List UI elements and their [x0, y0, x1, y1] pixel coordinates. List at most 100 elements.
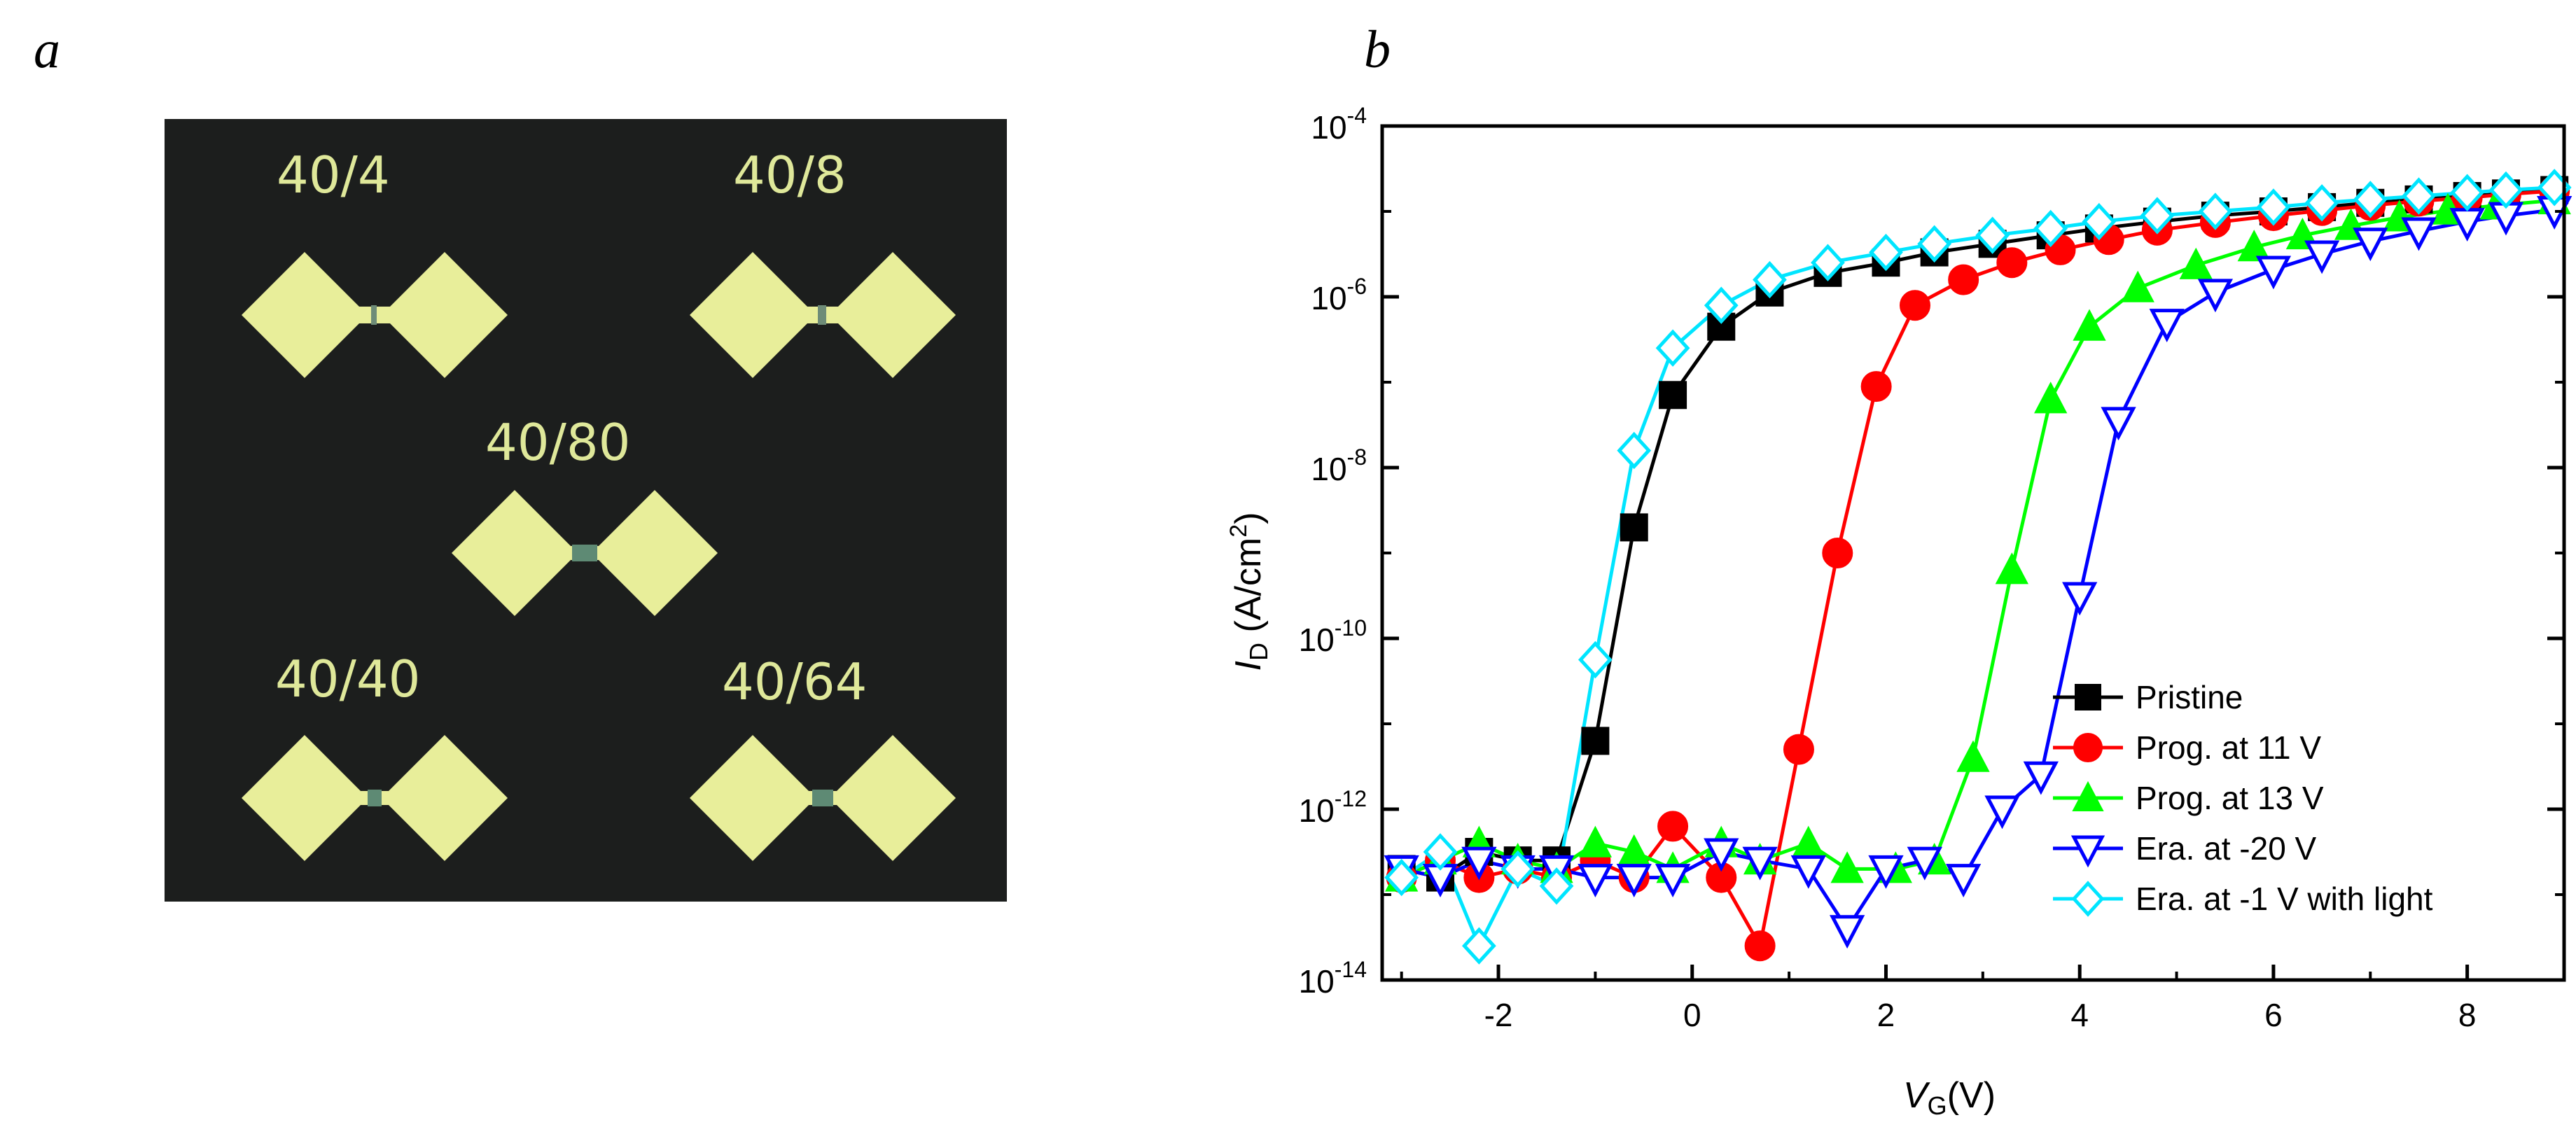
device-label: 40/4 [277, 146, 390, 204]
data-point [1868, 855, 1904, 889]
data-point [1501, 850, 1536, 888]
data-point [1783, 734, 1814, 765]
legend-entry: Prog. at 11 V [2053, 729, 2321, 766]
data-point [2304, 240, 2340, 274]
data-point [1917, 225, 1952, 263]
x-tick-label: 0 [1683, 997, 1701, 1033]
device-photo: 40/4 40/8 40/80 40/40 40/64 [165, 119, 1007, 902]
data-point [1984, 795, 2020, 830]
legend-label: Pristine [2136, 679, 2243, 715]
series-line [1400, 189, 2555, 948]
device-structure [242, 252, 508, 378]
data-point [1657, 811, 1689, 842]
device-structure [690, 252, 956, 378]
data-point [1704, 838, 1739, 872]
data-point [1578, 864, 1613, 897]
data-point [2082, 202, 2117, 241]
data-point [1423, 833, 1458, 871]
data-point [1860, 371, 1892, 402]
series-line [1401, 208, 2555, 931]
data-point [2073, 309, 2106, 341]
x-axis-title: VG(V) [1903, 1075, 1996, 1120]
data-point [1956, 740, 1990, 772]
data-point [1742, 846, 1778, 881]
data-point [1822, 538, 1853, 568]
y-tick-label: 10-8 [1311, 444, 1367, 487]
data-point [1655, 329, 1690, 367]
plot-area [1384, 169, 2572, 965]
x-tick-label: 4 [2070, 997, 2089, 1033]
data-point [1461, 927, 1496, 965]
legend-entry: Era. at -1 V with light [2053, 881, 2433, 917]
data-point [1578, 640, 1613, 679]
x-tick-label: 8 [2458, 997, 2477, 1033]
data-point [2304, 184, 2339, 222]
data-point [1659, 381, 1687, 410]
data-point [1384, 858, 1419, 897]
device-label: 40/40 [275, 650, 421, 708]
data-point [1995, 552, 2028, 584]
data-point [2075, 684, 2101, 710]
y-tick-label: 10-6 [1311, 274, 1367, 316]
data-point [1996, 247, 2028, 279]
transfer-curve-chart: -2 0 2 4 6 8 10-14 10-12 10-10 10-8 10-6 10-4 Prist… [1225, 103, 2572, 1120]
legend-entry: Era. at -20 V [2053, 830, 2317, 868]
data-point [2023, 761, 2059, 795]
data-point [1869, 233, 1903, 272]
data-point [1704, 286, 1739, 324]
data-point [1461, 846, 1497, 881]
y-tick-label: 10-12 [1299, 786, 1367, 829]
device-label: 40/8 [733, 146, 847, 204]
legend-label: Era. at -20 V [2136, 830, 2317, 867]
data-point [2353, 227, 2388, 262]
data-point [2255, 255, 2292, 290]
data-point [2072, 780, 2104, 811]
data-point [2198, 192, 2233, 230]
y-tick-label: 10-10 [1299, 615, 1367, 658]
data-point [1539, 867, 1574, 905]
series-line [1400, 186, 2555, 948]
data-point [2071, 881, 2105, 917]
data-point [2140, 197, 2175, 234]
data-point [1707, 312, 1736, 341]
data-point [1753, 260, 1787, 299]
legend-label: Prog. at 13 V [2136, 780, 2324, 816]
data-point [1620, 513, 1648, 542]
data-point [2450, 174, 2485, 211]
data-point [2033, 209, 2068, 248]
data-point [2121, 270, 2154, 302]
device-structure [690, 735, 956, 861]
data-point [1829, 915, 1865, 949]
y-tick-label: 10-4 [1311, 103, 1367, 146]
data-point [2353, 181, 2388, 218]
data-point [2402, 177, 2436, 215]
data-point [1578, 825, 1613, 858]
data-point [1655, 864, 1691, 897]
x-tick-label: -2 [1484, 997, 1513, 1033]
x-tick-label: 2 [1877, 997, 1895, 1033]
device-label: 40/80 [485, 413, 631, 472]
data-point [2237, 230, 2271, 262]
device-structure [452, 490, 718, 616]
x-tick-label: 6 [2264, 997, 2283, 1033]
legend-entry: Prog. at 13 V [2053, 780, 2324, 816]
y-tick-label: 10-14 [1299, 957, 1367, 1000]
legend: Pristine Prog. at 11 V Prog. at 13 V Era. a… [2053, 679, 2433, 917]
device-label: 40/64 [722, 652, 868, 711]
data-point [1790, 855, 1826, 889]
data-point [2197, 279, 2234, 313]
data-point [1744, 930, 1776, 962]
data-point [2179, 247, 2213, 279]
data-point [2101, 407, 2136, 441]
data-point [2149, 309, 2185, 342]
legend-entry: Pristine [2053, 679, 2243, 715]
device-structure [242, 735, 508, 861]
data-point [1616, 864, 1652, 897]
data-point [1975, 216, 2010, 254]
data-point [1830, 851, 1864, 883]
data-point [1581, 727, 1610, 755]
data-point [1948, 264, 1979, 295]
data-point [1811, 244, 1845, 281]
data-point [2070, 835, 2105, 868]
panel-a-label: a [34, 20, 60, 79]
